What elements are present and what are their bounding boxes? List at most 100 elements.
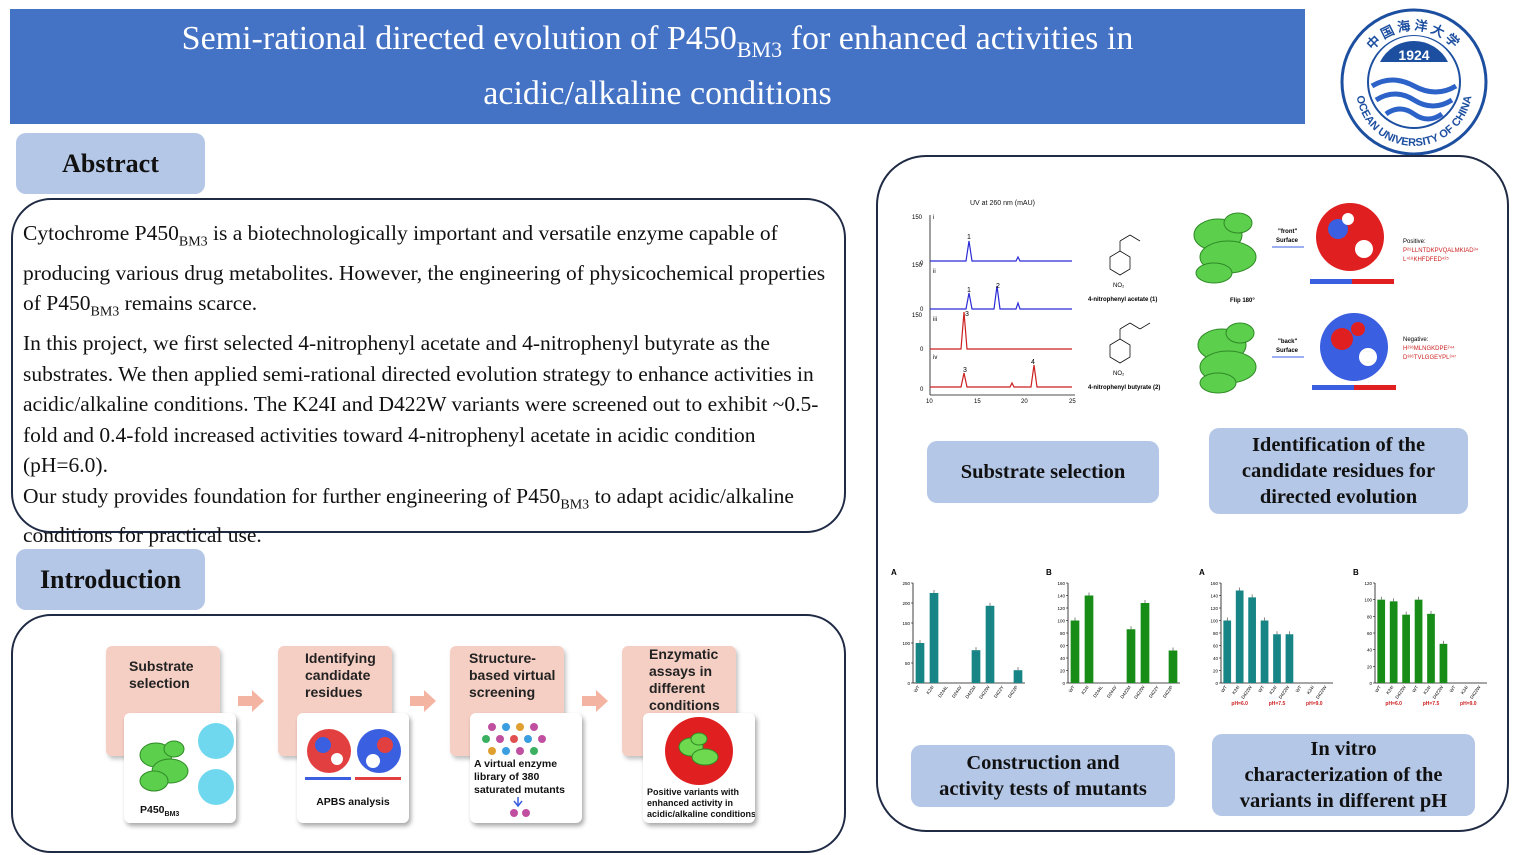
substrate-selection-label: Substrate selection	[927, 441, 1159, 503]
x-tick-label: K24I	[1460, 685, 1469, 695]
y-tick-label: 80	[1213, 631, 1219, 636]
protein-structure-front	[1193, 212, 1257, 284]
hplc-chromatogram-figure: UV at 260 nm (mAU) 150 i 0 150 ii 0 150 …	[912, 200, 1160, 405]
x-tick-label: K24I	[1385, 685, 1394, 695]
svg-text:NO₂: NO₂	[1113, 371, 1125, 377]
svg-text:iii: iii	[933, 317, 937, 323]
y-tick-label: 20	[1213, 669, 1219, 674]
svg-text:3: 3	[965, 311, 969, 318]
y-tick-label: 40	[1060, 656, 1066, 661]
x-tick-label: K24I	[1268, 685, 1277, 695]
svg-text:UV at 260 nm (mAU): UV at 260 nm (mAU)	[970, 200, 1035, 207]
y-tick-label: 100	[902, 641, 910, 646]
x-tick-label: K24I	[1306, 685, 1315, 695]
chart-bar	[1427, 613, 1435, 683]
svg-text:ii: ii	[933, 269, 936, 275]
flow-step-2-title: Identifying candidate residues	[305, 650, 376, 700]
chart-bar	[1260, 620, 1269, 683]
svg-text:20: 20	[1021, 399, 1028, 405]
flow-arrow-1	[238, 690, 264, 712]
flow-arrow-3	[582, 690, 608, 712]
svg-text:iv: iv	[933, 355, 937, 361]
svg-text:L⁴¹⁸KHFDFED⁴²⁵: L⁴¹⁸KHFDFED⁴²⁵	[1403, 256, 1449, 263]
nitrophenyl-butyrate-structure	[1109, 322, 1151, 364]
x-tick-label: K24I	[925, 685, 934, 695]
svg-text:25: 25	[1069, 399, 1076, 405]
abstract-box	[11, 198, 846, 533]
title-line-2: acidic/alkaline conditions	[483, 74, 832, 112]
x-tick-label: D422W	[978, 684, 991, 700]
mutant-library-icon: A virtual enzyme library of 380 saturate…	[474, 723, 565, 817]
svg-text:Positive variants with e: Positive variants with enhanced activity…	[647, 787, 755, 819]
chart-bar	[1140, 603, 1150, 683]
chart-bar	[915, 643, 925, 683]
title-line-1: Semi-rational directed evolution of P450…	[181, 20, 1134, 62]
x-tick-label: D422M	[964, 685, 977, 700]
y-tick-label: 140	[1057, 594, 1065, 599]
surface-potential-figure: "front" Surface Flip 180° "back" Surface…	[1193, 203, 1479, 394]
svg-text:0: 0	[920, 387, 924, 393]
title-banner: Semi-rational directed evolution of P450…	[10, 9, 1305, 124]
x-tick-label: WT	[1068, 685, 1076, 694]
chart-bar	[971, 650, 981, 683]
protein-structure-back	[1197, 322, 1257, 394]
positive-variant-icon: Positive variants with enhanced activity…	[647, 717, 756, 819]
svg-text:150: 150	[912, 215, 923, 221]
y-tick-label: 40	[1213, 656, 1219, 661]
chart-bar	[1377, 599, 1386, 683]
flow-arrow-2	[410, 690, 436, 712]
ph-group-label: pH=9.0	[1460, 701, 1477, 707]
x-tick-label: WT	[1411, 685, 1419, 694]
x-tick-label: D244V	[1106, 685, 1118, 699]
y-tick-label: 140	[1210, 594, 1218, 599]
svg-text:0: 0	[920, 261, 924, 267]
abstract-paragraph-1: Cytochrome P450BM3 is a biotechnological…	[23, 221, 826, 320]
nitrophenyl-acetate-structure	[1109, 234, 1141, 276]
y-tick-label: 0	[1062, 681, 1065, 686]
chart-bar	[929, 593, 939, 683]
chart-bar	[1402, 614, 1410, 683]
chart-bar	[1168, 650, 1178, 683]
abstract-body: Cytochrome P450BM3 is a biotechnological…	[23, 218, 838, 551]
chart-bar	[1285, 634, 1294, 683]
chart-bar	[1439, 643, 1448, 683]
svg-text:Surface: Surface	[1276, 238, 1299, 244]
flow-step-3-title: Structure- based virtual screening	[469, 650, 556, 700]
svg-text:P²⁹LLNTDKPVQALMKIAD³⁴: P²⁹LLNTDKPVQALMKIAD³⁴	[1403, 247, 1479, 254]
y-tick-label: 160	[1210, 581, 1218, 586]
chart-panel-letter: A	[1199, 568, 1205, 577]
introduction-heading: Introduction	[16, 549, 205, 610]
construction-label: Construction and activity tests of mutant…	[911, 745, 1175, 807]
abstract-paragraph-3: Our study provides foundation for furthe…	[23, 483, 794, 548]
y-tick-label: 20	[1060, 669, 1066, 674]
front-surface-map	[1316, 203, 1384, 271]
x-tick-label: D422W	[1133, 684, 1146, 700]
y-tick-label: 120	[1210, 606, 1218, 611]
x-tick-label: D422W	[1315, 684, 1328, 700]
y-tick-label: 50	[905, 661, 911, 666]
x-tick-label: D422P	[1162, 685, 1174, 699]
svg-text:4: 4	[1031, 359, 1035, 366]
svg-text:A virtual enzyme library: A virtual enzyme library of 380 saturate…	[474, 758, 565, 796]
svg-text:0: 0	[920, 307, 924, 313]
y-tick-label: 0	[1369, 681, 1372, 686]
x-tick-label: K24I	[1231, 685, 1240, 695]
chart-panel-letter: B	[1353, 568, 1359, 577]
y-tick-label: 100	[1210, 619, 1218, 624]
x-tick-label: K24I	[1080, 685, 1089, 695]
y-tick-label: 40	[1367, 648, 1373, 653]
flow-step-2-image: APBS analysis	[297, 713, 409, 823]
x-tick-label: D422M	[1119, 685, 1132, 700]
flow-step-1-title: Substrate selection	[129, 658, 194, 691]
svg-text:2: 2	[996, 283, 1000, 290]
chart-bar	[1389, 601, 1398, 683]
back-surface-map	[1320, 313, 1388, 381]
x-tick-label: D422W	[1469, 684, 1482, 700]
svg-text:NO₂: NO₂	[1113, 283, 1125, 289]
svg-text:H²³⁶MLNGKDPE²⁴⁴: H²³⁶MLNGKDPE²⁴⁴	[1403, 345, 1455, 352]
svg-text:Positive:: Positive:	[1403, 239, 1426, 245]
x-tick-label: WT	[1449, 685, 1457, 694]
